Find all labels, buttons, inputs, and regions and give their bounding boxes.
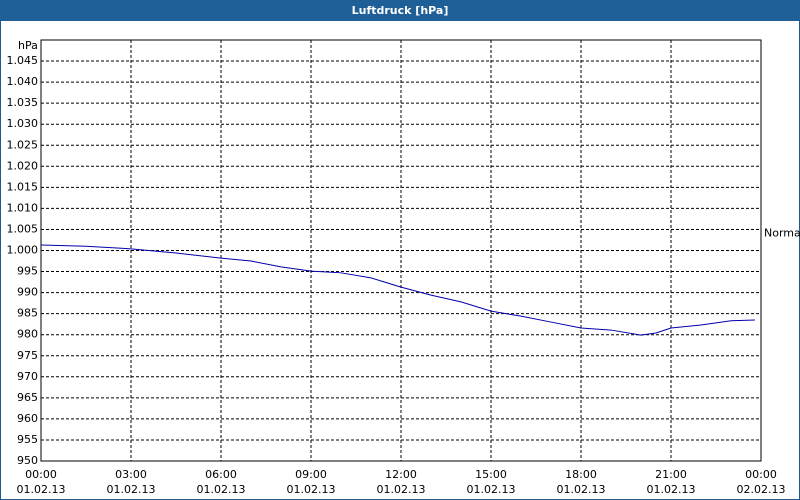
x-tick-label: 21:00 xyxy=(655,468,687,481)
x-tick-date: 01.02.13 xyxy=(647,483,696,496)
y-tick-label: 1.015 xyxy=(7,180,39,193)
y-tick-label: 1.045 xyxy=(7,54,39,67)
x-tick-label: 06:00 xyxy=(205,468,237,481)
x-tick-date: 01.02.13 xyxy=(467,483,516,496)
x-tick-date: 01.02.13 xyxy=(17,483,66,496)
line xyxy=(40,244,756,336)
x-tick-label: 03:00 xyxy=(115,468,147,481)
x-tick-date: 01.02.13 xyxy=(287,483,336,496)
y-unit: hPa xyxy=(18,39,38,52)
y-tick-label: 950 xyxy=(17,454,38,467)
x-tick-date: 01.02.13 xyxy=(197,483,246,496)
title-bar xyxy=(0,0,800,21)
x-tick-label: 00:00 xyxy=(25,468,57,481)
y-tick-label: 995 xyxy=(17,265,38,278)
y-tick-label: 960 xyxy=(17,412,38,425)
x-tick-label: 00:00 xyxy=(745,468,777,481)
x-tick-label: 15:00 xyxy=(475,468,507,481)
x-tick-date: 02.02.13 xyxy=(737,483,786,496)
x-tick-label: 09:00 xyxy=(295,468,327,481)
chart-title: Luftdruck [hPa] xyxy=(352,4,449,17)
y-tick-label: 1.035 xyxy=(7,96,39,109)
y-tick-label: 1.010 xyxy=(7,201,39,214)
x-tick-date: 01.02.13 xyxy=(107,483,156,496)
x-tick-label: 12:00 xyxy=(385,468,417,481)
y-tick-label: 1.000 xyxy=(7,244,39,257)
y-tick-label: 1.020 xyxy=(7,159,39,172)
y-tick-label: 1.040 xyxy=(7,75,39,88)
y-tick-label: 955 xyxy=(17,433,38,446)
x-tick-date: 01.02.13 xyxy=(377,483,426,496)
y-tick-label: 1.030 xyxy=(7,117,39,130)
y-tick-label: 1.005 xyxy=(7,222,39,235)
y-tick-label: 970 xyxy=(17,370,38,383)
y-tick-label: 985 xyxy=(17,307,38,320)
y-tick-label: 975 xyxy=(17,349,38,362)
x-tick-label: 18:00 xyxy=(565,468,597,481)
plot-border xyxy=(40,39,762,462)
annotation: Normal xyxy=(764,227,800,240)
y-tick-label: 1.025 xyxy=(7,138,39,151)
y-tick-label: 980 xyxy=(17,328,38,341)
y-tick-label: 990 xyxy=(17,286,38,299)
x-tick-date: 01.02.13 xyxy=(557,483,606,496)
y-tick-label: 965 xyxy=(17,391,38,404)
